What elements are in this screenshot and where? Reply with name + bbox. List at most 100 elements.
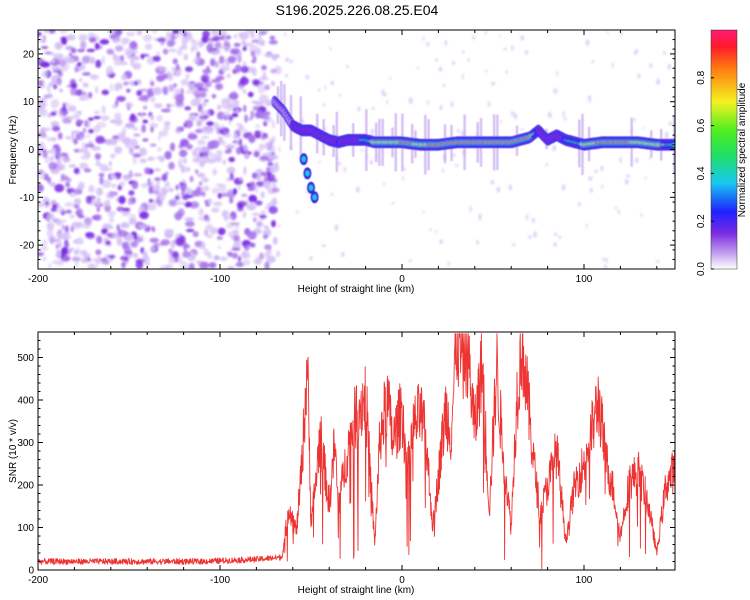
noise-blob — [131, 55, 140, 61]
noise-blob — [161, 187, 168, 194]
noise-blob — [88, 184, 95, 193]
noise-blob — [96, 187, 104, 196]
noise-blob — [88, 56, 96, 64]
noise-blob — [251, 59, 257, 64]
noise-blob — [202, 30, 211, 38]
noise-blob — [70, 87, 78, 96]
noise-blob — [46, 137, 53, 142]
noise-blob — [206, 158, 216, 164]
noise-speck — [338, 94, 342, 97]
noise-blob — [79, 94, 90, 101]
noise-blob — [259, 252, 265, 260]
noise-blob — [69, 193, 77, 197]
noise-blob — [95, 262, 99, 268]
noise-blob — [211, 93, 217, 99]
noise-blob — [201, 135, 210, 139]
noise-blob — [115, 82, 123, 91]
noise-blob — [101, 89, 110, 96]
noise-blob — [38, 31, 42, 37]
spectrogram-x-label: Height of straight line (km) — [298, 284, 415, 295]
noise-speck — [438, 66, 443, 72]
noise-blob — [215, 76, 225, 81]
noise-blob — [73, 130, 79, 135]
noise-speck — [447, 261, 450, 267]
noise-blob — [247, 91, 254, 98]
noise-blob — [255, 180, 265, 187]
snr-panel: -200 -100 0 100 0 100 200 300 400 500 Height of s… — [8, 331, 676, 596]
noise-speck — [503, 47, 507, 51]
noise-speck — [487, 101, 491, 107]
noise-blob — [185, 73, 190, 80]
noise-blob — [53, 84, 58, 90]
noise-blob — [154, 168, 161, 172]
noise-blob — [213, 122, 219, 130]
noise-blob — [112, 172, 122, 176]
noise-blob — [38, 144, 43, 153]
noise-speck — [588, 99, 591, 103]
noise-speck — [656, 78, 660, 85]
noise-speck — [426, 100, 429, 105]
noise-blob — [62, 102, 66, 112]
noise-blob — [264, 142, 271, 149]
noise-blob — [106, 48, 114, 55]
noise-blob — [59, 30, 68, 34]
noise-blob — [55, 202, 60, 208]
noise-blob — [271, 120, 276, 129]
noise-blob — [95, 161, 102, 167]
noise-speck — [603, 264, 608, 269]
noise-blob — [121, 74, 128, 81]
noise-blob — [50, 121, 60, 128]
noise-blob — [142, 119, 149, 124]
noise-blob — [78, 181, 85, 190]
noise-speck — [561, 184, 566, 191]
noise-blob — [73, 189, 83, 195]
noise-blob — [271, 220, 276, 228]
noise-blob — [199, 261, 210, 269]
noise-speck — [324, 84, 327, 91]
spectrogram-xtick-label: -100 — [210, 274, 230, 285]
noise-speck — [525, 50, 529, 55]
noise-blob — [55, 206, 65, 214]
noise-blob — [98, 45, 103, 50]
noise-blob — [221, 192, 228, 197]
noise-blob — [114, 112, 122, 120]
noise-blob — [222, 140, 226, 146]
noise-blob — [51, 52, 56, 57]
noise-speck — [450, 101, 454, 108]
noise-blob — [217, 245, 221, 250]
noise-blob — [41, 70, 49, 78]
noise-blob — [194, 240, 203, 248]
noise-blob — [233, 99, 240, 108]
noise-blob — [80, 40, 87, 50]
noise-blob — [141, 53, 150, 57]
noise-blob — [182, 158, 188, 164]
noise-speck — [508, 184, 512, 191]
noise-blob — [190, 254, 196, 261]
noise-blob — [163, 124, 170, 132]
noise-blob — [75, 261, 79, 267]
noise-speck — [371, 133, 374, 136]
noise-blob — [164, 181, 171, 188]
noise-speck — [637, 73, 641, 79]
noise-blob — [249, 242, 256, 248]
noise-blob — [84, 143, 89, 149]
noise-blob — [85, 196, 92, 204]
noise-blob — [236, 146, 242, 155]
noise-blob — [159, 265, 170, 269]
noise-speck — [383, 181, 386, 186]
noise-blob — [197, 172, 206, 178]
noise-blob — [153, 198, 158, 205]
noise-blob — [109, 82, 114, 92]
noise-blob — [217, 30, 228, 36]
noise-blob — [109, 33, 118, 40]
noise-blob — [78, 34, 88, 42]
noise-blob — [235, 262, 245, 267]
noise-blob — [185, 228, 195, 233]
noise-blob — [188, 114, 197, 122]
noise-speck — [525, 214, 529, 221]
noise-blob — [271, 54, 278, 61]
noise-blob — [106, 232, 114, 237]
noise-blob — [132, 156, 137, 165]
noise-blob — [73, 112, 83, 117]
